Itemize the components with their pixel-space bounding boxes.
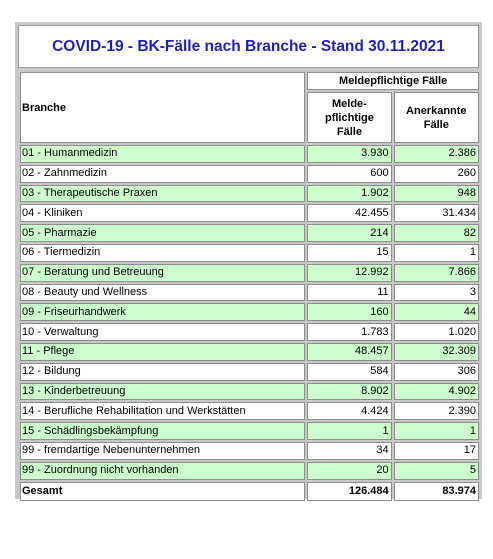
total-anerkannte: 83.974 xyxy=(393,481,479,501)
table-row: 06 - Tiermedizin 15 1 xyxy=(20,243,479,262)
branche-cell: 10 - Verwaltung xyxy=(20,323,306,341)
anerkannte-cell: 1 xyxy=(393,243,479,262)
anerkannte-cell: 17 xyxy=(393,441,479,460)
header-anerkannte: Anerkannte Fälle xyxy=(393,92,479,143)
table-row: 14 - Berufliche Rehabilitation und Werks… xyxy=(20,402,479,421)
anerkannte-cell: 82 xyxy=(393,224,479,242)
anerkannte-cell: 306 xyxy=(393,362,479,381)
meldepflichtige-cell: 15 xyxy=(307,243,392,262)
table-row: 08 - Beauty und Wellness 11 3 xyxy=(20,283,479,302)
anerkannte-cell: 7.866 xyxy=(393,263,479,282)
branche-cell: 02 - Zahnmedizin xyxy=(20,164,306,183)
anerkannte-cell: 1.020 xyxy=(393,323,479,341)
meldepflichtige-cell: 34 xyxy=(307,441,392,460)
branche-cell: 15 - Schädlingsbekämpfung xyxy=(20,422,306,440)
meldepflichtige-cell: 584 xyxy=(307,362,392,381)
branche-cell: 05 - Pharmazie xyxy=(20,224,306,242)
meldepflichtige-cell: 1.783 xyxy=(307,323,392,341)
branche-cell: 04 - Kliniken xyxy=(20,204,306,223)
meldepflichtige-cell: 11 xyxy=(307,283,392,302)
table-row: 15 - Schädlingsbekämpfung 1 1 xyxy=(20,422,479,440)
anerkannte-cell: 31.434 xyxy=(393,204,479,223)
table-row: 99 - fremdartige Nebenunternehmen 34 17 xyxy=(20,441,479,460)
anerkannte-cell: 948 xyxy=(393,184,479,203)
branche-cell: 13 - Kinderbetreuung xyxy=(20,382,306,401)
anerkannte-cell: 260 xyxy=(393,164,479,183)
anerkannte-cell: 5 xyxy=(393,461,479,480)
table-row: 11 - Pflege 48.457 32.309 xyxy=(20,342,479,361)
branche-cell: 07 - Beratung und Betreuung xyxy=(20,263,306,282)
table-row: 04 - Kliniken 42.455 31.434 xyxy=(20,204,479,223)
meldepflichtige-cell: 4.424 xyxy=(307,402,392,421)
title-box: COVID-19 - BK-Fälle nach Branche - Stand… xyxy=(18,25,479,68)
anerkannte-cell: 4.902 xyxy=(393,382,479,401)
meldepflichtige-cell: 20 xyxy=(307,461,392,480)
header-meldepflichtige-text: Melde- pflichtige Fälle xyxy=(324,97,374,138)
branche-cell: 12 - Bildung xyxy=(20,362,306,381)
meldepflichtige-cell: 12.992 xyxy=(307,263,392,282)
anerkannte-cell: 2.390 xyxy=(393,402,479,421)
branche-cell: 99 - Zuordnung nicht vorhanden xyxy=(20,461,306,480)
anerkannte-cell: 1 xyxy=(393,422,479,440)
anerkannte-cell: 32.309 xyxy=(393,342,479,361)
anerkannte-cell: 3 xyxy=(393,283,479,302)
branche-cell: 08 - Beauty und Wellness xyxy=(20,283,306,302)
meldepflichtige-cell: 214 xyxy=(307,224,392,242)
branche-cell: 09 - Friseurhandwerk xyxy=(20,303,306,322)
table-row: 09 - Friseurhandwerk 160 44 xyxy=(20,303,479,322)
meldepflichtige-cell: 1.902 xyxy=(307,184,392,203)
table-row: 12 - Bildung 584 306 xyxy=(20,362,479,381)
table-row: 10 - Verwaltung 1.783 1.020 xyxy=(20,323,479,341)
table-row: 03 - Therapeutische Praxen 1.902 948 xyxy=(20,184,479,203)
total-row: Gesamt 126.484 83.974 xyxy=(20,481,479,501)
table-row: 13 - Kinderbetreuung 8.902 4.902 xyxy=(20,382,479,401)
table-title: COVID-19 - BK-Fälle nach Branche - Stand… xyxy=(52,37,445,55)
table-row: 05 - Pharmazie 214 82 xyxy=(20,224,479,242)
header-branche: Branche xyxy=(20,72,306,143)
total-meldepflichtige: 126.484 xyxy=(307,481,392,501)
branche-cell: 03 - Therapeutische Praxen xyxy=(20,184,306,203)
branche-cell: 14 - Berufliche Rehabilitation und Werks… xyxy=(20,402,306,421)
meldepflichtige-cell: 3.930 xyxy=(307,145,392,163)
branche-cell: 06 - Tiermedizin xyxy=(20,243,306,262)
branche-cell: 99 - fremdartige Nebenunternehmen xyxy=(20,441,306,460)
meldepflichtige-cell: 1 xyxy=(307,422,392,440)
table-row: 01 - Humanmedizin 3.930 2.386 xyxy=(20,145,479,163)
anerkannte-cell: 2.386 xyxy=(393,145,479,163)
header-meldepflichtige: Melde- pflichtige Fälle xyxy=(307,92,392,143)
cases-table: Branche Meldepflichtige Fälle Melde- pfl… xyxy=(18,70,481,503)
meldepflichtige-cell: 160 xyxy=(307,303,392,322)
header-meldepflichtige-faelle: Meldepflichtige Fälle xyxy=(307,72,479,90)
table-row: 07 - Beratung und Betreuung 12.992 7.866 xyxy=(20,263,479,282)
table-frame: COVID-19 - BK-Fälle nach Branche - Stand… xyxy=(15,22,482,501)
table-body: 01 - Humanmedizin 3.930 2.386 02 - Zahnmedi… xyxy=(20,145,479,501)
meldepflichtige-cell: 600 xyxy=(307,164,392,183)
total-label: Gesamt xyxy=(20,481,306,501)
anerkannte-cell: 44 xyxy=(393,303,479,322)
meldepflichtige-cell: 8.902 xyxy=(307,382,392,401)
meldepflichtige-cell: 48.457 xyxy=(307,342,392,361)
meldepflichtige-cell: 42.455 xyxy=(307,204,392,223)
branche-cell: 01 - Humanmedizin xyxy=(20,145,306,163)
table-row: 99 - Zuordnung nicht vorhanden 20 5 xyxy=(20,461,479,480)
table-row: 02 - Zahnmedizin 600 260 xyxy=(20,164,479,183)
header-anerkannte-text: Anerkannte Fälle xyxy=(406,104,467,131)
branche-cell: 11 - Pflege xyxy=(20,342,306,361)
